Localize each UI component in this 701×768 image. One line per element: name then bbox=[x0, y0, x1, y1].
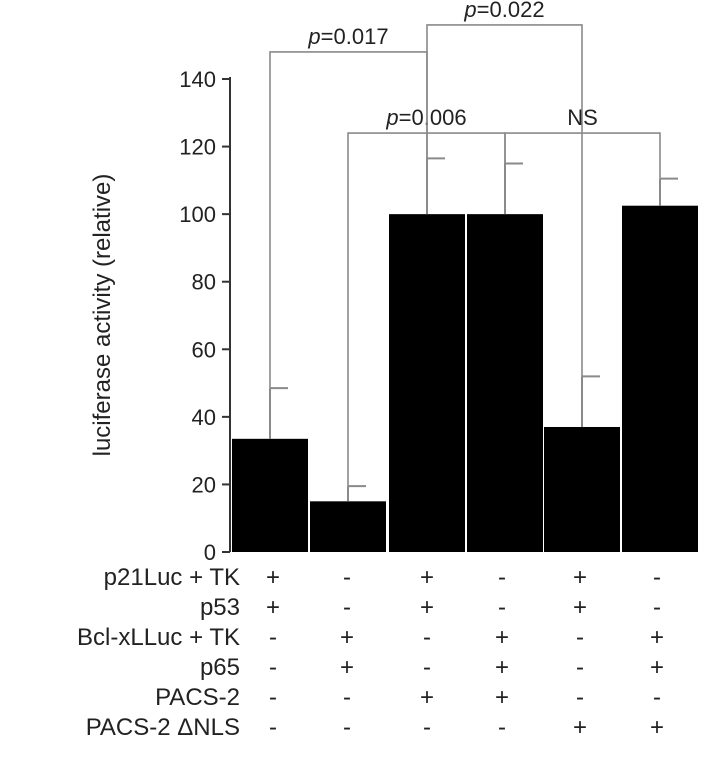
p-value-label: NS bbox=[567, 105, 598, 130]
condition-mark: + bbox=[266, 594, 280, 621]
bar bbox=[622, 205, 698, 553]
condition-mark: + bbox=[420, 684, 434, 711]
bar bbox=[544, 426, 620, 552]
y-tick-label: 120 bbox=[179, 135, 216, 160]
y-tick-label: 140 bbox=[179, 67, 216, 92]
condition-mark: - bbox=[498, 564, 506, 591]
condition-mark: + bbox=[340, 654, 354, 681]
condition-mark: - bbox=[269, 684, 277, 711]
condition-mark: + bbox=[495, 654, 509, 681]
condition-mark: - bbox=[576, 624, 584, 651]
condition-mark: + bbox=[650, 624, 664, 651]
condition-mark: - bbox=[343, 684, 351, 711]
p-value-label: p=0.022 bbox=[463, 0, 544, 22]
bar bbox=[310, 501, 386, 552]
condition-mark: - bbox=[423, 654, 431, 681]
condition-mark: - bbox=[269, 624, 277, 651]
condition-mark: - bbox=[343, 594, 351, 621]
condition-mark: - bbox=[653, 684, 661, 711]
significance-bracket bbox=[504, 132, 661, 179]
condition-mark: - bbox=[423, 714, 431, 741]
bar bbox=[389, 214, 465, 552]
condition-row-label: p65 bbox=[200, 654, 240, 681]
condition-mark: + bbox=[420, 594, 434, 621]
condition-mark: - bbox=[269, 714, 277, 741]
p-value-label: p=0.017 bbox=[307, 24, 388, 49]
condition-mark: + bbox=[495, 684, 509, 711]
condition-mark: + bbox=[573, 564, 587, 591]
condition-mark: - bbox=[498, 594, 506, 621]
condition-mark: - bbox=[576, 654, 584, 681]
condition-row-label: p53 bbox=[200, 594, 240, 621]
condition-mark: - bbox=[269, 654, 277, 681]
bar bbox=[232, 438, 308, 552]
condition-mark: - bbox=[343, 564, 351, 591]
condition-mark: - bbox=[653, 564, 661, 591]
significance-bracket bbox=[426, 24, 583, 377]
p-value-label: p=0.006 bbox=[385, 105, 466, 130]
y-axis-label: luciferase activity (relative) bbox=[89, 174, 116, 457]
y-tick-label: 60 bbox=[192, 337, 216, 362]
condition-mark: - bbox=[653, 594, 661, 621]
condition-mark: + bbox=[573, 714, 587, 741]
bar bbox=[467, 214, 543, 552]
y-tick-label: 20 bbox=[192, 472, 216, 497]
condition-row-label: Bcl-xLLuc + TK bbox=[77, 624, 240, 651]
condition-mark: - bbox=[498, 714, 506, 741]
y-tick-label: 80 bbox=[192, 270, 216, 295]
condition-mark: + bbox=[573, 594, 587, 621]
condition-mark: - bbox=[423, 624, 431, 651]
condition-mark: + bbox=[650, 714, 664, 741]
bars bbox=[232, 205, 698, 553]
y-tick-label: 0 bbox=[204, 540, 216, 565]
significance-brackets: p=0.017 p=0.006 p=0.022 NS bbox=[269, 0, 661, 487]
error-bars bbox=[269, 157, 678, 502]
condition-mark: + bbox=[420, 564, 434, 591]
condition-table: p21Luc + TK + - + - + - p53 + - + - + - Bcl-xLLuc + TK… bbox=[77, 564, 664, 741]
condition-mark: + bbox=[495, 624, 509, 651]
condition-mark: - bbox=[576, 684, 584, 711]
condition-mark: + bbox=[340, 624, 354, 651]
condition-row-label: PACS-2 bbox=[155, 684, 240, 711]
y-axis: 0 20 40 60 80 100 120 140 bbox=[179, 67, 231, 565]
condition-mark: + bbox=[266, 564, 280, 591]
condition-row-label: PACS-2 ΔNLS bbox=[86, 714, 240, 741]
y-tick-label: 40 bbox=[192, 405, 216, 430]
condition-mark: + bbox=[650, 654, 664, 681]
y-tick-label: 100 bbox=[179, 202, 216, 227]
condition-row-label: p21Luc + TK bbox=[104, 564, 240, 591]
condition-mark: - bbox=[343, 714, 351, 741]
